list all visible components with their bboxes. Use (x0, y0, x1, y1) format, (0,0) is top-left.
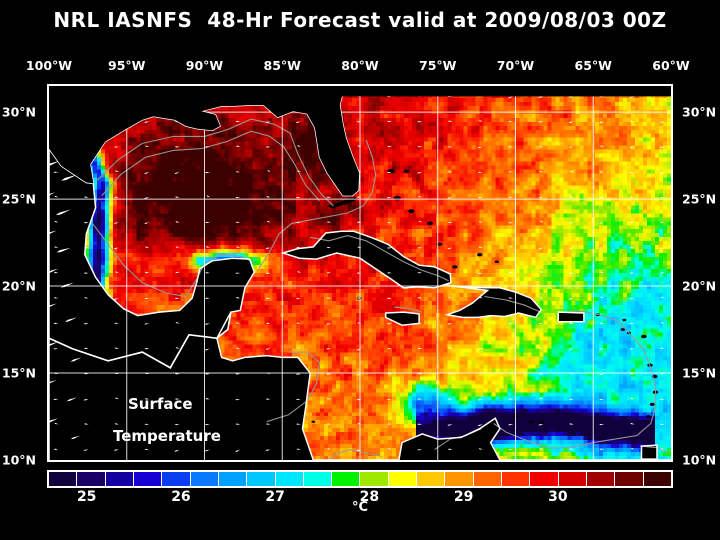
colorbar-tick-29: 29 (453, 489, 474, 505)
lat-tick-left-30N: 30°N (1, 104, 36, 120)
colorbar-cell-3 (133, 472, 163, 486)
lat-tick-left-15N: 15°N (1, 365, 36, 381)
colorbar-cell-20 (615, 472, 644, 486)
colorbar-cell-4 (162, 472, 191, 486)
lon-tick-60W: 60°W (652, 58, 690, 73)
colorbar-cell-14 (445, 472, 474, 486)
colorbar[interactable] (47, 470, 673, 488)
lat-tick-right-15N: 15°N (682, 365, 717, 381)
colorbar-cell-6 (218, 472, 248, 486)
lat-tick-right-10N: 10°N (682, 452, 717, 468)
colorbar-cell-13 (417, 472, 446, 486)
map-plot-frame[interactable] (47, 84, 673, 462)
lat-tick-right-30N: 30°N (682, 104, 717, 120)
colorbar-cell-15 (473, 472, 502, 486)
lon-tick-90W: 90°W (185, 58, 224, 73)
lat-tick-left-10N: 10°N (1, 452, 36, 468)
lat-tick-right-20N: 20°N (682, 278, 717, 294)
colorbar-tick-25: 25 (76, 489, 97, 505)
colorbar-cell-11 (360, 472, 389, 486)
colorbar-cell-1 (77, 472, 106, 486)
colorbar-cell-12 (388, 472, 418, 486)
map-canvas (49, 86, 671, 460)
colorbar-tick-30: 30 (548, 489, 568, 505)
colorbar-cell-2 (105, 472, 134, 486)
colorbar-tick-27: 27 (265, 489, 285, 505)
colorbar-cell-10 (332, 472, 361, 486)
lon-tick-100W: 100°W (25, 58, 73, 73)
colorbar-cell-9 (303, 472, 333, 486)
colorbar-cell-19 (586, 472, 616, 486)
colorbar-tick-28: 28 (359, 489, 380, 505)
colorbar-tick-26: 26 (171, 489, 191, 505)
lat-tick-left-20N: 20°N (1, 278, 36, 294)
sst-heatmap (49, 86, 671, 460)
lon-tick-70W: 70°W (496, 58, 535, 73)
colorbar-cell-21 (643, 472, 671, 486)
colorbar-cell-18 (558, 472, 587, 486)
colorbar-cell-16 (502, 472, 531, 486)
lat-tick-right-25N: 25°N (682, 191, 717, 207)
lon-tick-75W: 75°W (419, 58, 457, 73)
colorbar-unit-label: °C (351, 500, 369, 515)
colorbar-cell-0 (49, 472, 78, 486)
lon-tick-80W: 80°W (341, 58, 379, 73)
colorbar-cell-5 (190, 472, 219, 486)
page-title: NRL IASNFS 48-Hr Forecast valid at 2009/… (53, 8, 667, 32)
colorbar-cell-17 (530, 472, 559, 486)
colorbar-cell-8 (275, 472, 304, 486)
lon-tick-65W: 65°W (574, 58, 612, 73)
colorbar-cell-7 (247, 472, 276, 486)
lat-tick-left-25N: 25°N (1, 191, 36, 207)
lon-tick-95W: 95°W (108, 58, 146, 73)
lon-tick-85W: 85°W (263, 58, 301, 73)
